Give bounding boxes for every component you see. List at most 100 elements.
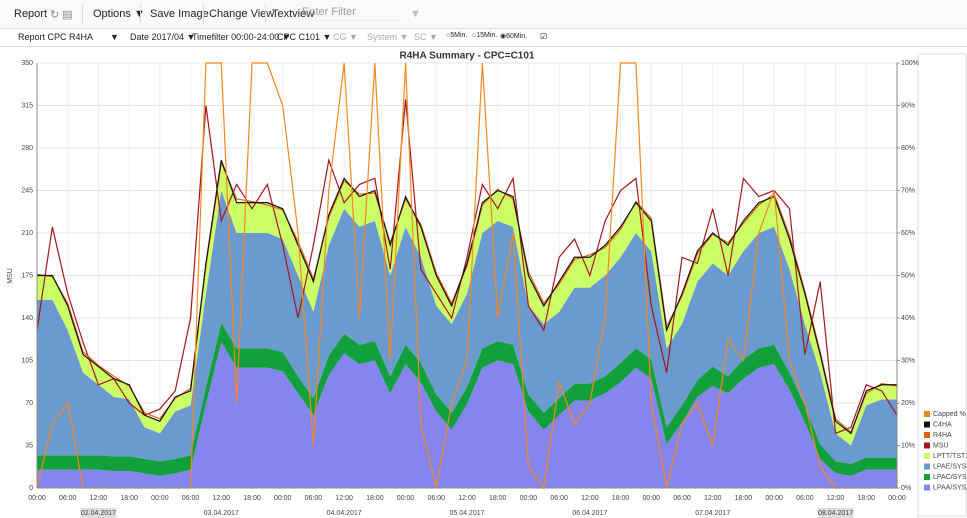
separator xyxy=(140,4,141,24)
legend-swatch xyxy=(924,484,930,491)
x-tick-label: 18:00 xyxy=(489,495,507,502)
legend-label: LPAA/SYSA xyxy=(933,484,967,491)
y-tick-label: 210 xyxy=(21,230,33,237)
change-view-button[interactable]: Change View xyxy=(209,8,275,20)
filter-icon[interactable]: ▼ xyxy=(410,8,421,20)
y2-tick-label: 30% xyxy=(901,357,915,364)
y-tick-label: 0 xyxy=(29,485,33,492)
date-label: 05.04.2017 xyxy=(449,510,484,517)
y-tick-label: 175 xyxy=(21,272,33,279)
legend-swatch xyxy=(924,421,930,428)
legend-label: C4HA xyxy=(933,421,952,428)
y2-tick-label: 40% xyxy=(901,315,915,322)
x-tick-label: 12:00 xyxy=(213,495,231,502)
x-tick-label: 18:00 xyxy=(366,495,384,502)
y-tick-label: 315 xyxy=(21,102,33,109)
x-tick-label: 06:00 xyxy=(796,495,814,502)
refresh-icon[interactable]: ↻ ▤ xyxy=(50,9,73,21)
x-tick-label: 06:00 xyxy=(59,495,77,502)
y-axis-label: MSU xyxy=(7,268,14,284)
x-tick-label: 06:00 xyxy=(305,495,323,502)
cg-select[interactable]: CG ▼ xyxy=(333,32,358,42)
y2-tick-label: 0% xyxy=(901,485,911,492)
x-tick-label: 12:00 xyxy=(335,495,353,502)
y-tick-label: 350 xyxy=(21,60,33,67)
options-button[interactable]: Options ▼ xyxy=(93,8,145,20)
y-tick-label: 35 xyxy=(25,442,33,449)
radio-15min[interactable]: ○15Min. xyxy=(472,32,498,39)
filter-bar: Report CPC R4HA ▼ Date 2017/04 ▼ Timefil… xyxy=(0,29,967,47)
chart-title: R4HA Summary - CPC=C101 xyxy=(400,51,535,62)
radio-label: 15Min. xyxy=(476,32,498,39)
timefilter-select[interactable]: Timefilter 00:00-24:00 ▼ xyxy=(192,32,291,42)
y-tick-label: 70 xyxy=(25,400,33,407)
date-select[interactable]: Date 2017/04 ▼ xyxy=(130,32,196,42)
x-tick-label: 00:00 xyxy=(28,495,46,502)
x-tick-label: 06:00 xyxy=(428,495,446,502)
series-line xyxy=(37,159,897,435)
x-tick-label: 06:00 xyxy=(673,495,691,502)
legend-swatch xyxy=(924,432,930,438)
sc-select[interactable]: SC ▼ xyxy=(414,32,438,42)
y-tick-label: 280 xyxy=(21,145,33,152)
date-label: 04.04.2017 xyxy=(327,510,362,517)
x-tick-label: 06:00 xyxy=(550,495,568,502)
system-select[interactable]: System ▼ xyxy=(367,32,409,42)
date-label: 02.04.2017 xyxy=(81,510,116,517)
x-tick-label: 18:00 xyxy=(735,495,753,502)
radio-label: 5Min. xyxy=(450,32,468,39)
y2-tick-label: 50% xyxy=(901,272,915,279)
legend-swatch xyxy=(924,474,930,480)
legend-label: LPTT/TST1 xyxy=(933,453,967,460)
y2-tick-label: 20% xyxy=(901,400,915,407)
y2-tick-label: 70% xyxy=(901,187,915,194)
radio-5min[interactable]: ○5Min. xyxy=(446,32,468,39)
report-select[interactable]: Report CPC R4HA xyxy=(18,32,94,42)
legend-panel xyxy=(917,53,967,517)
legend-label: MSU xyxy=(933,442,949,449)
cpc-select[interactable]: CPC C101 ▼ xyxy=(277,32,332,42)
separator xyxy=(82,4,83,24)
x-tick-label: 12:00 xyxy=(458,495,476,502)
report-button[interactable]: Report xyxy=(14,8,48,20)
x-tick-label: 18:00 xyxy=(612,495,630,502)
y2-tick-label: 80% xyxy=(901,145,915,152)
legend-label: LPAE/SYSE xyxy=(933,463,967,470)
report-arrow[interactable]: ▼ xyxy=(110,32,119,42)
textview-button[interactable]: Textview xyxy=(272,8,315,20)
legend-label: LPAC/SYSC xyxy=(933,474,967,481)
radio-60min[interactable]: ◉60Min. xyxy=(500,33,528,40)
checkbox[interactable]: ☑ xyxy=(540,32,548,41)
toolbar: Report ↻ ▤ Options ▼ Save Image Change V… xyxy=(0,0,967,29)
stacked-area xyxy=(37,160,897,446)
date-label: 07.04.2017 xyxy=(695,510,730,517)
x-tick-label: 00:00 xyxy=(765,495,783,502)
legend-swatch xyxy=(924,442,930,449)
y-tick-label: 140 xyxy=(21,315,33,322)
y-tick-label: 245 xyxy=(21,187,33,194)
x-tick-label: 12:00 xyxy=(827,495,845,502)
x-tick-label: 12:00 xyxy=(581,495,599,502)
legend-swatch xyxy=(924,463,930,470)
x-tick-label: 12:00 xyxy=(90,495,108,502)
x-tick-label: 00:00 xyxy=(397,495,415,502)
date-label: 03.04.2017 xyxy=(204,510,239,517)
save-image-button[interactable]: Save Image xyxy=(150,8,209,20)
legend-swatch xyxy=(924,453,930,459)
x-tick-label: 18:00 xyxy=(858,495,876,502)
date-label: 06.04.2017 xyxy=(572,510,607,517)
x-tick-label: 06:00 xyxy=(182,495,200,502)
legend-label: R4HA xyxy=(933,432,952,439)
x-tick-label: 12:00 xyxy=(704,495,722,502)
x-tick-label: 00:00 xyxy=(643,495,661,502)
radio-label: 60Min. xyxy=(506,33,528,40)
x-tick-label: 18:00 xyxy=(120,495,138,502)
x-tick-label: 18:00 xyxy=(243,495,261,502)
separator xyxy=(203,4,204,24)
y2-tick-label: 100% xyxy=(901,60,919,67)
date-highlight xyxy=(817,508,854,518)
x-tick-label: 00:00 xyxy=(274,495,292,502)
y2-tick-label: 10% xyxy=(901,442,915,449)
filter-input[interactable]: Enter Filter xyxy=(298,6,402,21)
